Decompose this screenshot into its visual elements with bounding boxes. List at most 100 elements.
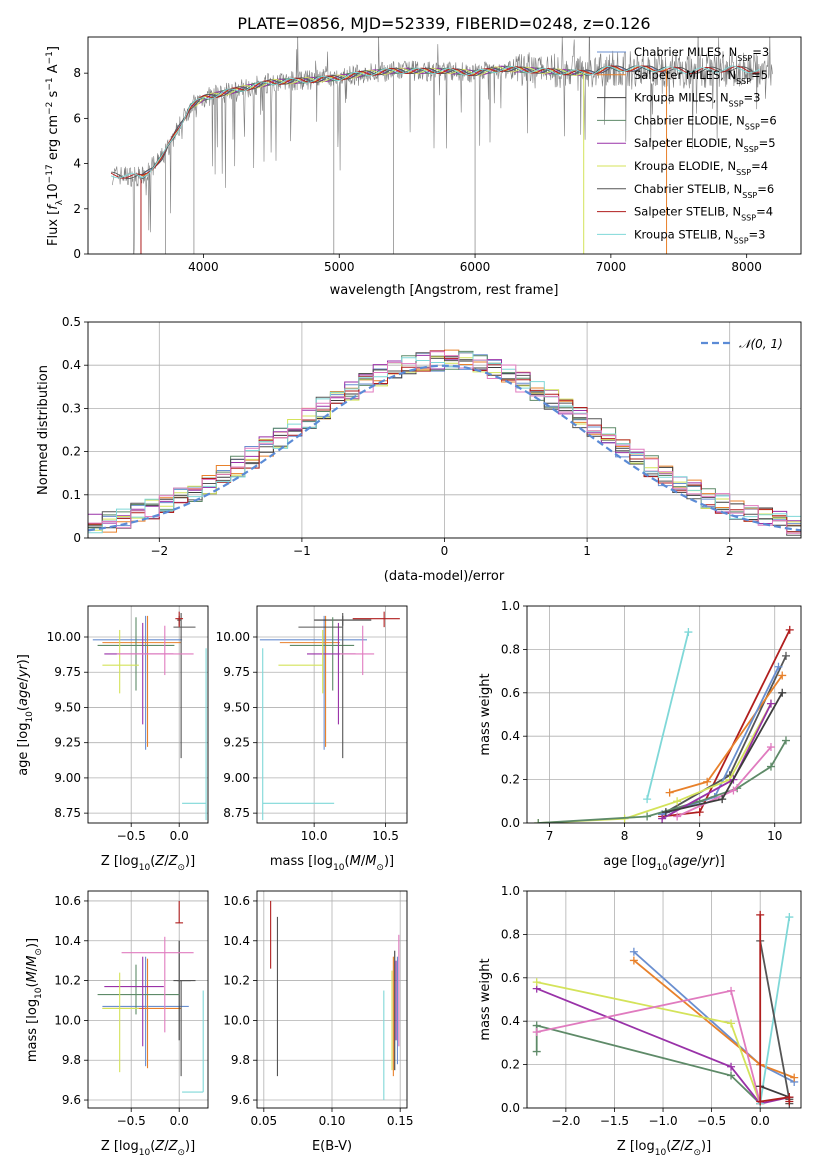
y-tick-label: 9.25	[54, 736, 81, 750]
errorbar-chabrier-stelib	[173, 980, 196, 1077]
errorbar-kroupa-elodie	[102, 972, 139, 1073]
data-point	[785, 625, 794, 634]
x-tick-label: 8	[621, 829, 629, 843]
panel-age_vs_mass: 10.0 10.5 8.75 9.00 9.25 9.50 9.75 10.00 mass [l…	[216, 605, 408, 873]
y-axis-label: age [log10(age/yr)]	[16, 654, 35, 776]
y-tick-label: 0.1	[62, 488, 81, 502]
data-point	[532, 978, 541, 987]
axes-frame	[256, 605, 408, 824]
data-point	[729, 786, 738, 795]
series-kroupa-elodie	[534, 699, 775, 823]
legend-entry: Chabrier STELIB, NSSP=6	[634, 182, 774, 200]
x-tick-label: −0.5	[697, 1114, 726, 1128]
errorbar-kroupa-stelib	[182, 648, 207, 821]
data-point	[718, 795, 727, 804]
data-point	[785, 1097, 794, 1106]
x-tick-label: −0.5	[117, 1114, 146, 1128]
y-tick-label: 4	[73, 157, 81, 171]
x-tick-label: −1	[293, 544, 311, 558]
x-tick-label: 1	[583, 544, 591, 558]
legend-entry: Kroupa MILES, NSSP=3	[634, 91, 760, 109]
x-tick-label: 10	[767, 829, 782, 843]
errorbar-chabrier-miles	[259, 615, 367, 750]
observed-spectrum	[112, 37, 773, 254]
y-tick-label: 10.6	[223, 894, 250, 908]
data-point	[781, 736, 790, 745]
legend-entry: Salpeter ELODIE, NSSP=5	[634, 136, 776, 154]
y-tick-label: 9.75	[223, 665, 250, 679]
axes-frame	[87, 36, 802, 255]
data-point	[727, 1071, 736, 1080]
y-tick-label: 9.25	[223, 736, 250, 750]
errorbar-chabrier-miles	[102, 956, 189, 1067]
panel-weight_vs_Z: −2.0 −1.5 −1.0 −0.5 0.0 0.0 0.2 0.4 0.6 0.8 1.0 Z […	[478, 884, 802, 1158]
data-point	[756, 1097, 765, 1106]
model-kroupa-miles	[140, 65, 666, 179]
data-point	[727, 1062, 736, 1071]
x-tick-label: 5000	[324, 260, 355, 274]
errorbar-kroupa-stelib	[262, 648, 335, 821]
errorbar-salpeter-miles	[279, 615, 340, 747]
y-tick-label: 9.6	[62, 1093, 81, 1107]
data-point	[643, 812, 652, 821]
y-tick-label: 9.50	[54, 700, 81, 714]
data-point	[684, 628, 693, 637]
y-tick-label: 8.75	[223, 806, 250, 820]
y-tick-label: 0.8	[501, 642, 520, 656]
errorbar-pink	[339, 625, 375, 676]
x-tick-label: 2	[726, 544, 734, 558]
y-tick-label: 10.00	[216, 630, 250, 644]
y-tick-label: 9.75	[54, 665, 81, 679]
series-line	[759, 1085, 790, 1099]
y-tick-label: 0.2	[501, 773, 520, 787]
data-point	[643, 795, 652, 804]
y-tick-label: 9.50	[223, 700, 250, 714]
y-tick-label: 9.8	[231, 1053, 250, 1067]
y-tick-label: 9.00	[54, 771, 81, 785]
series-line	[536, 987, 790, 1105]
legend-entry: Chabrier ELODIE, NSSP=6	[634, 113, 777, 130]
y-axis-label: mass weight	[478, 673, 493, 755]
y-tick-label: 10.4	[223, 934, 250, 948]
series-line	[661, 655, 787, 816]
y-tick-label: 10.2	[54, 974, 81, 988]
x-tick-label: −1.5	[600, 1114, 629, 1128]
series-line	[536, 989, 762, 1104]
y-tick-label: 0	[73, 247, 81, 261]
data-point	[532, 1028, 541, 1037]
data-point	[532, 1047, 541, 1056]
panel-weight_vs_age: 7 8 9 10 0.0 0.2 0.4 0.6 0.8 1.0 age [log10(age/yr…	[478, 599, 802, 873]
data-point	[658, 814, 667, 823]
errorbar-salpeter-elodie	[104, 956, 164, 1047]
panel-mass_vs_Z: −0.5 0.0 9.6 9.8 10.0 10.2 10.4 10.6 Z [log10(Z/…	[25, 890, 209, 1158]
y-tick-label: 10.00	[47, 630, 81, 644]
x-tick-label: 0.05	[250, 1114, 277, 1128]
plot-area	[257, 891, 407, 1108]
data-point	[629, 956, 638, 965]
x-tick-label: 7000	[596, 260, 627, 274]
panel-age_vs_Z: −0.5 0.0 8.75 9.00 9.25 9.50 9.75 10.00 Z [log10…	[16, 605, 209, 873]
data-point	[727, 1019, 736, 1028]
series-salpeter-stelib	[756, 910, 794, 1106]
y-tick-label: 0.4	[501, 1014, 520, 1028]
series-line	[538, 740, 787, 823]
y-tick-label: 10.0	[223, 1013, 250, 1027]
y-tick-label: 1.0	[501, 884, 520, 898]
x-axis-label: (data-model)/error	[384, 569, 505, 584]
y-tick-label: 0.3	[62, 401, 81, 415]
y-tick-label: 0.2	[62, 445, 81, 459]
errorbar-salpeter-miles	[102, 615, 182, 747]
data-point	[665, 788, 674, 797]
x-tick-label: 10.0	[301, 829, 328, 843]
y-tick-label: 0.0	[501, 816, 520, 830]
y-tick-label: 0.4	[62, 358, 81, 372]
x-tick-label: −1.0	[648, 1114, 677, 1128]
y-axis-label: mass weight	[478, 958, 493, 1040]
series-line	[633, 951, 795, 1083]
x-tick-label: 0.0	[751, 1114, 770, 1128]
legend-entry: Salpeter MILES, NSSP=5	[634, 68, 768, 86]
model-salpeter-elodie	[189, 65, 583, 107]
y-tick-label: 0.0	[501, 1101, 520, 1115]
axes-frame	[256, 890, 408, 1109]
axes-frame	[526, 890, 802, 1109]
